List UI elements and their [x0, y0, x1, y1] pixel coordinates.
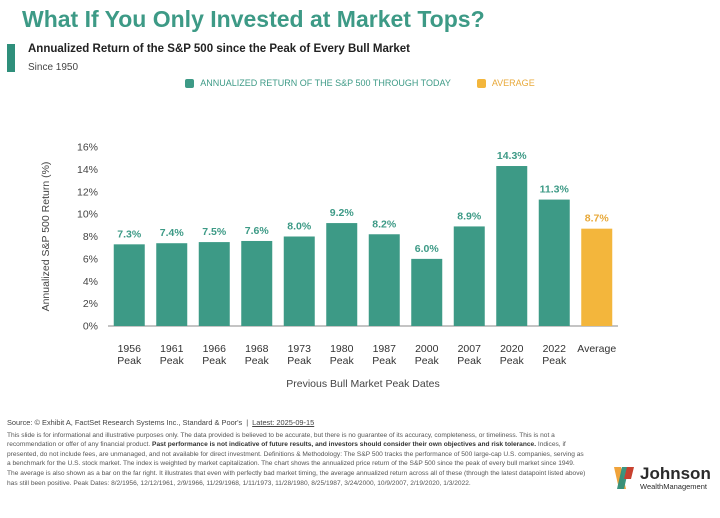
x-tick-label: 2007: [458, 343, 482, 355]
latest-date: Latest: 2025-09-15: [252, 418, 315, 427]
y-tick-label: 14%: [77, 164, 98, 176]
x-tick-label: 1966: [203, 343, 227, 355]
accent-bar: [7, 44, 15, 72]
legend-swatch-return: [185, 78, 195, 88]
disclaimer: This slide is for informational and illu…: [7, 431, 587, 489]
bar-value-label: 9.2%: [330, 207, 355, 219]
bar: [283, 236, 315, 326]
x-tick-label: Peak: [330, 355, 355, 367]
x-tick-label: Peak: [415, 355, 440, 367]
bar: [496, 166, 528, 326]
average-bar: [581, 228, 613, 326]
x-tick-label: 2022: [543, 343, 567, 355]
x-tick-label: 1980: [330, 343, 354, 355]
x-tick-label: Peak: [117, 355, 142, 367]
bar: [411, 258, 443, 326]
source-separator: |: [246, 418, 249, 427]
bar-value-label: 6.0%: [415, 243, 440, 255]
source-text: Source: © Exhibit A, FactSet Research Sy…: [7, 418, 243, 427]
bar-value-label: 14.3%: [497, 150, 527, 162]
x-tick-label: Peak: [500, 355, 525, 367]
disclaimer-bold-text: Past performance is not indicative of fu…: [152, 441, 537, 449]
x-tick-label: Average: [577, 343, 616, 355]
johnson-logo-mark-icon: [614, 467, 634, 489]
y-tick-label: 12%: [77, 186, 98, 198]
legend-label-average: AVERAGE: [491, 78, 535, 88]
x-tick-label: Peak: [372, 355, 397, 367]
logo-name: Johnson: [640, 464, 711, 484]
y-tick-label: 6%: [83, 253, 98, 265]
bar-value-label: 8.7%: [585, 213, 610, 225]
bar-value-label: 7.3%: [117, 228, 142, 240]
y-tick-label: 2%: [83, 298, 98, 310]
bar-value-label: 7.6%: [245, 225, 270, 237]
bar: [156, 243, 188, 326]
legend: ANNUALIZED RETURN OF THE S&P 500 THROUGH…: [0, 78, 720, 88]
legend-swatch-average: [476, 78, 486, 88]
y-tick-label: 4%: [83, 276, 98, 288]
x-tick-label: 2000: [415, 343, 439, 355]
x-tick-label: Peak: [160, 355, 185, 367]
x-tick-label: 1987: [373, 343, 397, 355]
bar: [453, 226, 485, 326]
x-tick-label: 1973: [288, 343, 312, 355]
x-tick-label: Peak: [245, 355, 270, 367]
x-tick-label: Peak: [202, 355, 227, 367]
y-tick-label: 16%: [77, 142, 98, 154]
x-tick-label: 2020: [500, 343, 524, 355]
y-tick-label: 10%: [77, 209, 98, 221]
logo-subtitle: WealthManagement: [640, 482, 707, 492]
disclaimer-text-2: Indices, if presented, do not include fe…: [7, 441, 586, 487]
source-line: Source: © Exhibit A, FactSet Research Sy…: [7, 418, 587, 428]
bar-chart: 0% 2% 4% 6% 8% 10% 12% 14% 16% Annualized S&P 500…: [40, 142, 618, 390]
bar: [241, 240, 273, 326]
bar: [326, 223, 358, 326]
legend-item-return: ANNUALIZED RETURN OF THE S&P 500 THROUGH…: [185, 78, 451, 88]
since-label: Since 1950: [28, 62, 79, 73]
bar-value-label: 8.2%: [372, 218, 397, 230]
disclaimer-text-1: This slide is for informational and illu…: [7, 431, 555, 449]
x-tick-label: Peak: [287, 355, 312, 367]
page-title: What If You Only Invested at Market Tops…: [22, 6, 485, 32]
y-axis-label: Annualized S&P 500 Return (%): [40, 162, 52, 312]
x-tick-label: 1961: [160, 343, 184, 355]
bar: [538, 199, 570, 326]
bar-value-label: 8.9%: [457, 210, 482, 222]
bar-value-label: 8.0%: [287, 221, 312, 233]
x-axis-label: Previous Bull Market Peak Dates: [286, 378, 439, 390]
x-tick-label: Peak: [542, 355, 567, 367]
bar: [113, 244, 145, 326]
legend-label-return: ANNUALIZED RETURN OF THE S&P 500 THROUGH…: [200, 78, 451, 88]
bar-value-label: 11.3%: [540, 184, 570, 196]
bar: [368, 234, 400, 326]
x-tick-label: 1956: [118, 343, 142, 355]
y-tick-label: 0%: [83, 321, 98, 333]
x-tick-label: 1968: [245, 343, 269, 355]
bar-value-label: 7.4%: [160, 227, 185, 239]
company-logo: Johnson WealthManagement: [612, 465, 711, 491]
bar-value-label: 7.5%: [202, 226, 227, 238]
legend-item-average: AVERAGE: [476, 78, 535, 88]
chart-subtitle: Annualized Return of the S&P 500 since t…: [28, 43, 410, 55]
x-tick-label: Peak: [457, 355, 482, 367]
footer: Source: © Exhibit A, FactSet Research Sy…: [7, 418, 587, 488]
bar: [198, 242, 230, 326]
y-tick-label: 8%: [83, 231, 98, 243]
